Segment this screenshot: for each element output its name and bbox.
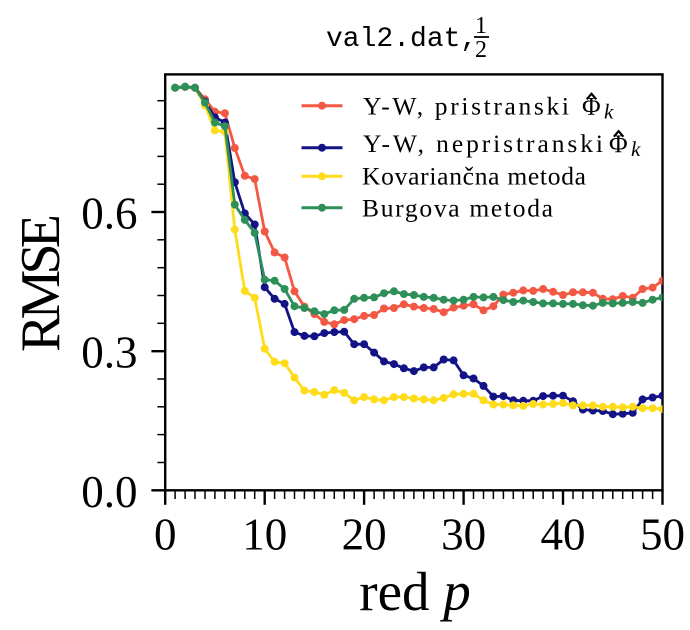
svg-text:k: k [631, 137, 641, 161]
svg-text:Y-W, nepristranski: Y-W, nepristranski [363, 129, 603, 158]
svg-text:red p: red p [359, 561, 470, 622]
svg-text:20: 20 [342, 510, 387, 560]
svg-text:val2.dat,: val2.dat, [326, 24, 477, 55]
svg-text:Y-W, pristranski: Y-W, pristranski [363, 92, 569, 121]
svg-text:Burgova metoda: Burgova metoda [362, 193, 553, 222]
svg-text:30: 30 [441, 510, 486, 560]
svg-text:RMSE: RMSE [10, 214, 72, 352]
svg-text:10: 10 [242, 510, 287, 560]
svg-text:0.6: 0.6 [81, 189, 137, 239]
svg-text:Φ: Φ [582, 92, 601, 121]
svg-text:0: 0 [154, 510, 177, 560]
svg-text:2: 2 [475, 37, 487, 63]
svg-text:50: 50 [640, 510, 685, 560]
svg-text:0.3: 0.3 [81, 328, 137, 378]
svg-text:Kovariančna metoda: Kovariančna metoda [362, 162, 586, 191]
svg-text:1: 1 [475, 13, 487, 39]
svg-text:40: 40 [541, 510, 586, 560]
svg-text:0.0: 0.0 [81, 467, 137, 517]
svg-text:k: k [604, 99, 614, 123]
